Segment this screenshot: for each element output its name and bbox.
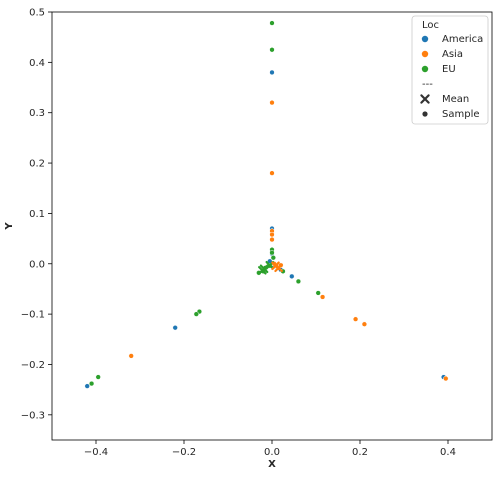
legend-entry-label: America	[442, 34, 483, 45]
sample-point-asia	[128, 353, 134, 359]
legend-entry-label: ---	[422, 79, 433, 90]
y-tick-label: 0.4	[29, 58, 45, 69]
y-tick-label: 0.1	[29, 209, 45, 220]
y-tick-label: 0.2	[29, 159, 45, 170]
legend-swatch-eu	[421, 65, 429, 73]
legend-swatch-america	[421, 35, 429, 43]
sample-point-eu	[88, 380, 95, 387]
y-tick-label: 0.5	[29, 8, 45, 19]
x-axis-label: X	[268, 459, 276, 470]
legend-entry-label: Mean	[442, 94, 469, 105]
y-tick-label: −0.1	[21, 310, 45, 321]
legend-entry-label: Asia	[442, 49, 463, 60]
y-tick-label: 0.0	[29, 259, 45, 270]
x-tick-label: 0.2	[352, 447, 368, 458]
y-tick-label: −0.2	[21, 360, 45, 371]
sample-point-eu	[193, 311, 199, 317]
sample-point-america	[289, 273, 295, 280]
sample-point-eu	[95, 374, 101, 380]
sample-point-asia	[443, 375, 449, 382]
sample-point-eu	[315, 290, 321, 296]
x-tick-label: 0.0	[264, 447, 280, 458]
x-tick-label: −0.2	[172, 447, 196, 458]
legend-swatch-asia	[421, 50, 429, 58]
mean-marker-asia	[274, 263, 283, 273]
x-tick-label: 0.4	[440, 447, 456, 458]
sample-point-eu	[270, 255, 276, 261]
legend-title: Loc	[422, 20, 439, 31]
sample-point-eu	[269, 20, 275, 26]
sample-point-asia	[269, 170, 275, 176]
y-axis-label: Y	[4, 222, 15, 231]
mean-marker-eu	[258, 266, 267, 275]
sample-point-eu	[269, 47, 275, 53]
y-tick-label: 0.3	[29, 108, 45, 119]
sample-point-eu	[269, 250, 275, 256]
sample-point-asia	[269, 231, 275, 238]
axis-ticks: −0.4 −0.2 0.0 0.2 0.4 −0.3 −0.2 −0.1 0.0 0.1 0.2 0.…	[21, 8, 456, 459]
sample-point-america	[172, 325, 178, 331]
sample-point-asia	[269, 99, 275, 106]
sample-point-america	[84, 383, 90, 389]
x-tick-label: −0.4	[84, 447, 108, 458]
sample-point-asia	[361, 321, 368, 327]
sample-point-asia	[352, 316, 359, 322]
sample-point-eu	[295, 278, 302, 285]
sample-point-asia	[269, 236, 275, 243]
legend-entry-label: EU	[442, 64, 456, 75]
sample-point-asia	[319, 294, 326, 300]
data-points	[84, 20, 449, 389]
legend-frame	[411, 15, 489, 125]
legend-entry-label: Sample	[442, 109, 480, 120]
sample-point-america	[269, 69, 275, 76]
legend-mean-marker	[420, 94, 430, 104]
y-tick-label: −0.3	[21, 410, 45, 421]
legend-sample-marker	[422, 111, 428, 117]
